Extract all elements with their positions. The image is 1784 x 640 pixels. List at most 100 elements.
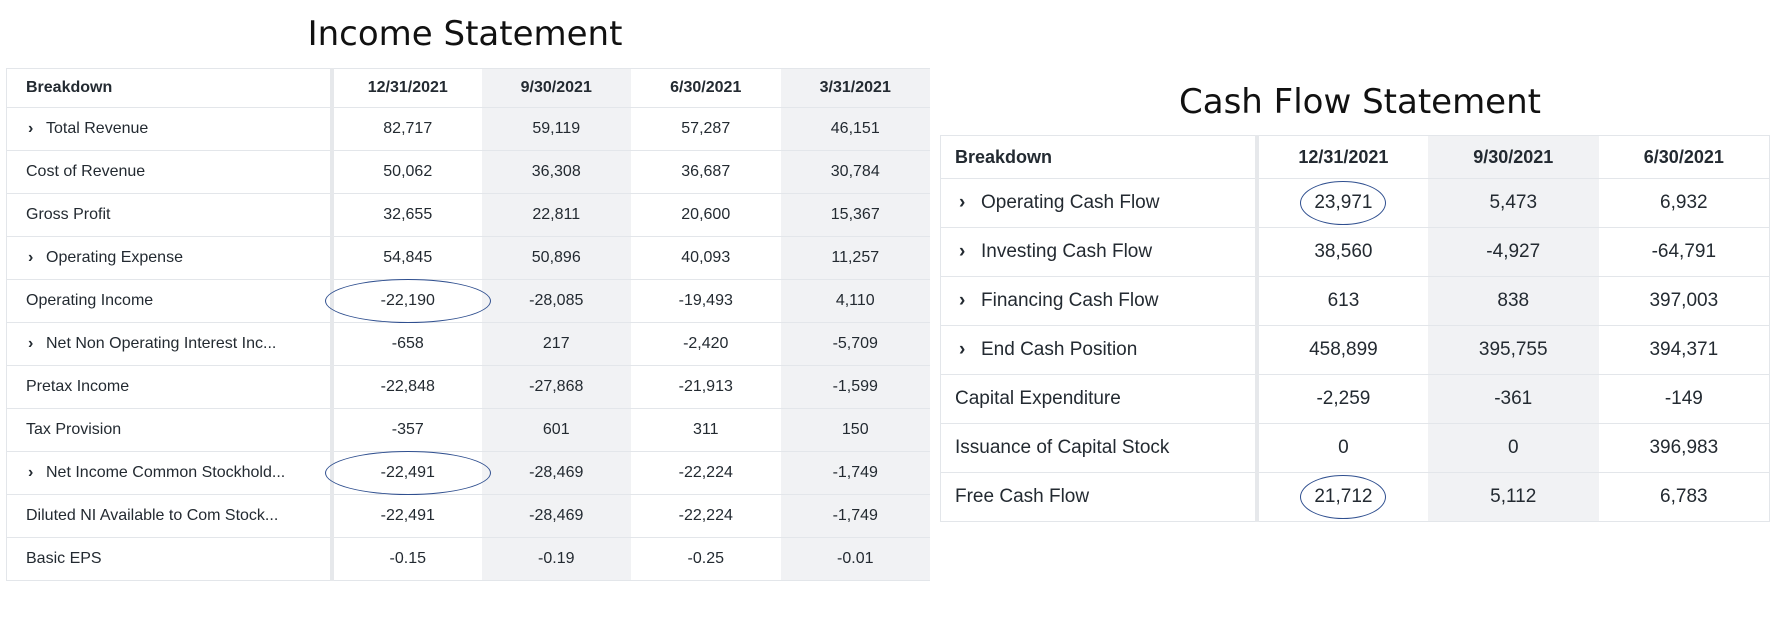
- table-row: Diluted NI Available to Com Stock... -22,…: [6, 494, 930, 538]
- chevron-right-icon[interactable]: ›: [959, 241, 966, 262]
- value-text: -4,927: [1486, 241, 1541, 262]
- period-header: 12/31/2021: [1257, 135, 1428, 179]
- value-text: 6,932: [1660, 192, 1708, 213]
- value-text: -28,085: [529, 292, 584, 309]
- row-label: Operating Expense: [46, 249, 183, 266]
- value-text: -22,491: [380, 464, 435, 481]
- row-label-cell[interactable]: › Net Non Operating Interest Inc...: [6, 322, 334, 366]
- value-text: 15,367: [830, 206, 880, 223]
- value-text: 21,712: [1314, 486, 1373, 507]
- value-cell: 395,755: [1427, 325, 1599, 375]
- value-cell: -2,420: [631, 322, 781, 366]
- chevron-right-icon[interactable]: ›: [959, 339, 966, 360]
- value-text: 36,687: [681, 163, 731, 180]
- value-cell: 6,783: [1598, 472, 1770, 522]
- table-row: Pretax Income -22,848 -27,868 -21,913 -1,599: [6, 365, 930, 409]
- value-text: 394,371: [1649, 339, 1719, 360]
- value-text: 601: [542, 421, 570, 438]
- row-label-cell[interactable]: › Net Income Common Stockhold...: [6, 451, 334, 495]
- value-text: 150: [841, 421, 869, 438]
- value-text: 395,755: [1478, 339, 1548, 360]
- chevron-right-icon[interactable]: ›: [28, 464, 34, 481]
- chevron-right-icon[interactable]: ›: [28, 335, 34, 352]
- value-text: -22,491: [380, 507, 435, 524]
- value-cell: 22,811: [481, 193, 631, 237]
- value-text: -64,791: [1651, 241, 1717, 262]
- value-text: -149: [1664, 388, 1703, 409]
- value-cell: 150: [780, 408, 930, 452]
- value-text: -0.25: [687, 550, 724, 567]
- value-cell: -4,927: [1427, 227, 1599, 277]
- row-label-cell: Basic EPS: [6, 537, 334, 581]
- value-cell: 38,560: [1257, 227, 1428, 277]
- value-cell: 601: [481, 408, 631, 452]
- value-text: -357: [391, 421, 424, 438]
- row-label-cell: Issuance of Capital Stock: [940, 423, 1259, 473]
- value-cell: -0.01: [780, 537, 930, 581]
- value-cell: -22,848: [332, 365, 482, 409]
- value-cell: 5,112: [1427, 472, 1599, 522]
- value-cell: 11,257: [780, 236, 930, 280]
- value-cell: 40,093: [631, 236, 781, 280]
- value-cell: -5,709: [780, 322, 930, 366]
- value-cell: -28,469: [481, 494, 631, 538]
- value-text: 0: [1507, 437, 1519, 458]
- value-cell: 57,287: [631, 107, 781, 151]
- value-cell: -0.25: [631, 537, 781, 581]
- row-label-cell[interactable]: › Financing Cash Flow: [940, 276, 1259, 326]
- value-cell: 36,687: [631, 150, 781, 194]
- row-label: Capital Expenditure: [955, 388, 1121, 409]
- value-text: 396,983: [1649, 437, 1719, 458]
- row-label-cell[interactable]: › Total Revenue: [6, 107, 334, 151]
- value-text: -22,190: [380, 292, 435, 309]
- row-label-cell[interactable]: › End Cash Position: [940, 325, 1259, 375]
- value-cell: 23,971: [1257, 178, 1428, 228]
- row-label: Investing Cash Flow: [981, 241, 1153, 262]
- value-cell: 4,110: [780, 279, 930, 323]
- value-text: 6,783: [1660, 486, 1708, 507]
- row-label: Cost of Revenue: [26, 163, 146, 180]
- row-label-cell[interactable]: › Investing Cash Flow: [940, 227, 1259, 277]
- value-text: -361: [1494, 388, 1533, 409]
- value-text: -658: [391, 335, 424, 352]
- value-text: 40,093: [681, 249, 731, 266]
- value-cell: -19,493: [631, 279, 781, 323]
- value-text: 20,600: [681, 206, 731, 223]
- period-header: 9/30/2021: [1427, 135, 1599, 179]
- value-cell: 6,932: [1598, 178, 1770, 228]
- row-label: Operating Cash Flow: [981, 192, 1160, 213]
- value-cell: 50,062: [332, 150, 482, 194]
- chevron-right-icon[interactable]: ›: [28, 120, 34, 137]
- value-cell: -22,491: [332, 494, 482, 538]
- value-cell: -22,224: [631, 451, 781, 495]
- chevron-right-icon[interactable]: ›: [959, 290, 966, 311]
- value-cell: 20,600: [631, 193, 781, 237]
- value-cell: 397,003: [1598, 276, 1770, 326]
- table-row: › Net Income Common Stockhold... -22,491 -2…: [6, 451, 930, 495]
- chevron-right-icon[interactable]: ›: [959, 192, 966, 213]
- value-text: 32,655: [383, 206, 433, 223]
- value-text: 5,112: [1490, 486, 1537, 507]
- table-row: › Operating Expense 54,845 50,896 40,093 11,2…: [6, 236, 930, 280]
- row-label-cell[interactable]: › Operating Cash Flow: [940, 178, 1259, 228]
- table-row: Issuance of Capital Stock 0 0 396,983: [940, 423, 1770, 473]
- row-label: Issuance of Capital Stock: [955, 437, 1170, 458]
- row-label-cell[interactable]: › Operating Expense: [6, 236, 334, 280]
- table-row: › End Cash Position 458,899 395,755 394,371: [940, 325, 1770, 375]
- value-cell: 21,712: [1257, 472, 1428, 522]
- value-text: -1,749: [832, 464, 878, 481]
- value-text: 57,287: [681, 120, 731, 137]
- value-text: 217: [542, 335, 570, 352]
- value-text: -0.19: [538, 550, 575, 567]
- row-label: Net Income Common Stockhold...: [46, 464, 286, 481]
- chevron-right-icon[interactable]: ›: [28, 249, 34, 266]
- value-text: -1,749: [832, 507, 878, 524]
- value-text: -27,868: [529, 378, 584, 395]
- value-text: 838: [1497, 290, 1530, 311]
- table-row: Capital Expenditure -2,259 -361 -149: [940, 374, 1770, 424]
- value-text: -28,469: [529, 464, 584, 481]
- value-cell: -2,259: [1257, 374, 1428, 424]
- value-cell: 0: [1257, 423, 1428, 473]
- value-cell: 82,717: [332, 107, 482, 151]
- period-header: 12/31/2021: [332, 68, 482, 108]
